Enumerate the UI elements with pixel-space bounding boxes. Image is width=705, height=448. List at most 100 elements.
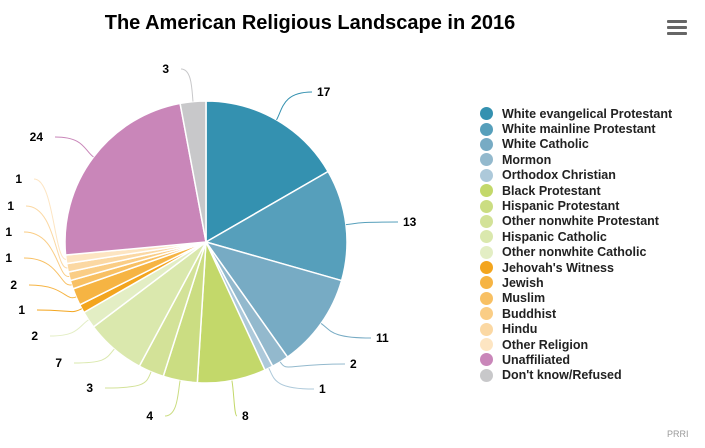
chart-title: The American Religious Landscape in 2016: [0, 12, 620, 35]
legend-item[interactable]: Hispanic Catholic: [480, 229, 672, 244]
connector-line: [28, 284, 77, 299]
connector-line: [231, 380, 238, 417]
legend-dot-icon: [480, 184, 493, 198]
legend-item[interactable]: White evangelical Protestant: [480, 106, 672, 121]
connector-line: [268, 367, 315, 390]
legend-label: Unaffiliated: [502, 352, 571, 367]
connector-line: [73, 348, 115, 364]
data-label: 4: [146, 409, 153, 423]
connector-line: [345, 221, 399, 226]
data-label: 24: [30, 130, 44, 144]
data-label: 13: [403, 215, 417, 229]
legend-item[interactable]: Other nonwhite Protestant: [480, 214, 672, 229]
legend-label: Other Religion: [502, 337, 589, 352]
legend-label: Buddhist: [502, 306, 557, 321]
connector-line: [279, 361, 346, 368]
legend: White evangelical Protestant White mainli…: [480, 106, 672, 383]
legend-label: Black Protestant: [502, 183, 601, 198]
data-label: 3: [162, 62, 169, 76]
legend-dot-icon: [480, 153, 493, 167]
legend-dot-icon: [480, 368, 493, 382]
data-label: 8: [242, 409, 249, 423]
legend-label: Jehovah's Witness: [502, 260, 614, 275]
legend-label: Hispanic Protestant: [502, 199, 620, 214]
legend-label: Muslim: [502, 291, 546, 306]
legend-dot-icon: [480, 338, 493, 352]
connector-line: [104, 371, 152, 389]
legend-label: Orthodox Christian: [502, 168, 616, 183]
data-label: 2: [350, 357, 357, 371]
pie-slice[interactable]: [64, 102, 207, 256]
legend-item[interactable]: Other Religion: [480, 337, 672, 352]
legend-item[interactable]: Hispanic Protestant: [480, 198, 672, 213]
legend-dot-icon: [480, 322, 493, 336]
connector-line: [54, 136, 94, 158]
legend-item[interactable]: White Catholic: [480, 137, 672, 152]
connector-line: [25, 205, 68, 269]
legend-item[interactable]: Mormon: [480, 152, 672, 167]
legend-item[interactable]: Black Protestant: [480, 183, 672, 198]
legend-item[interactable]: Muslim: [480, 291, 672, 306]
connector-line: [33, 178, 67, 260]
connector-line: [23, 231, 70, 277]
connector-line: [164, 380, 181, 417]
legend-label: Hindu: [502, 322, 538, 337]
legend-item[interactable]: Buddhist: [480, 306, 672, 321]
chart-title-text: The American Religious Landscape in 2016: [104, 12, 516, 34]
legend-dot-icon: [480, 307, 493, 321]
legend-dot-icon: [480, 107, 493, 121]
data-label: 1: [15, 172, 22, 186]
pie-slice[interactable]: [204, 170, 348, 282]
connector-line: [180, 68, 194, 102]
data-label: 7: [55, 356, 62, 370]
legend-label: White Catholic: [502, 137, 589, 152]
legend-item[interactable]: Don't know/Refused: [480, 368, 672, 383]
connector-line: [23, 257, 72, 286]
legend-label: Mormon: [502, 152, 552, 167]
data-label: 11: [376, 331, 389, 345]
data-label: 1: [319, 382, 326, 396]
data-label: 1: [5, 225, 12, 239]
connector-line: [276, 91, 313, 121]
legend-dot-icon: [480, 261, 493, 275]
data-label: 17: [317, 85, 331, 99]
legend-dot-icon: [480, 214, 493, 228]
data-label: 1: [5, 251, 12, 265]
legend-label: Other nonwhite Catholic: [502, 245, 647, 260]
legend-item[interactable]: Orthodox Christian: [480, 168, 672, 183]
legend-item[interactable]: Unaffiliated: [480, 352, 672, 367]
pie-slice[interactable]: [179, 100, 207, 243]
legend-item[interactable]: Jehovah's Witness: [480, 260, 672, 275]
legend-dot-icon: [480, 353, 493, 367]
hamburger-menu-icon[interactable]: [667, 20, 687, 38]
connector-line: [36, 308, 83, 313]
legend-dot-icon: [480, 199, 493, 213]
legend-dot-icon: [480, 230, 493, 244]
legend-item[interactable]: White mainline Protestant: [480, 121, 672, 136]
legend-dot-icon: [480, 122, 493, 136]
legend-item[interactable]: Other nonwhite Catholic: [480, 245, 672, 260]
legend-dot-icon: [480, 291, 493, 305]
legend-label: Jewish: [502, 275, 544, 290]
data-label: 1: [7, 199, 14, 213]
legend-item[interactable]: Hindu: [480, 321, 672, 336]
legend-label: White mainline Protestant: [502, 122, 656, 137]
legend-label: Hispanic Catholic: [502, 229, 607, 244]
legend-label: Don't know/Refused: [502, 368, 622, 383]
legend-label: White evangelical Protestant: [502, 106, 673, 121]
data-label: 1: [18, 303, 25, 317]
legend-item[interactable]: Jewish: [480, 275, 672, 290]
connector-line: [320, 323, 372, 339]
data-label: 2: [31, 329, 38, 343]
pie-slice[interactable]: [204, 240, 343, 359]
data-label: 2: [10, 278, 17, 292]
legend-dot-icon: [480, 137, 493, 151]
connector-line: [49, 319, 89, 337]
legend-dot-icon: [480, 168, 493, 182]
pie-slice[interactable]: [205, 100, 330, 244]
legend-dot-icon: [480, 276, 493, 290]
credit-text: PRRI: [667, 429, 689, 439]
legend-dot-icon: [480, 245, 493, 259]
data-label: 3: [86, 381, 93, 395]
